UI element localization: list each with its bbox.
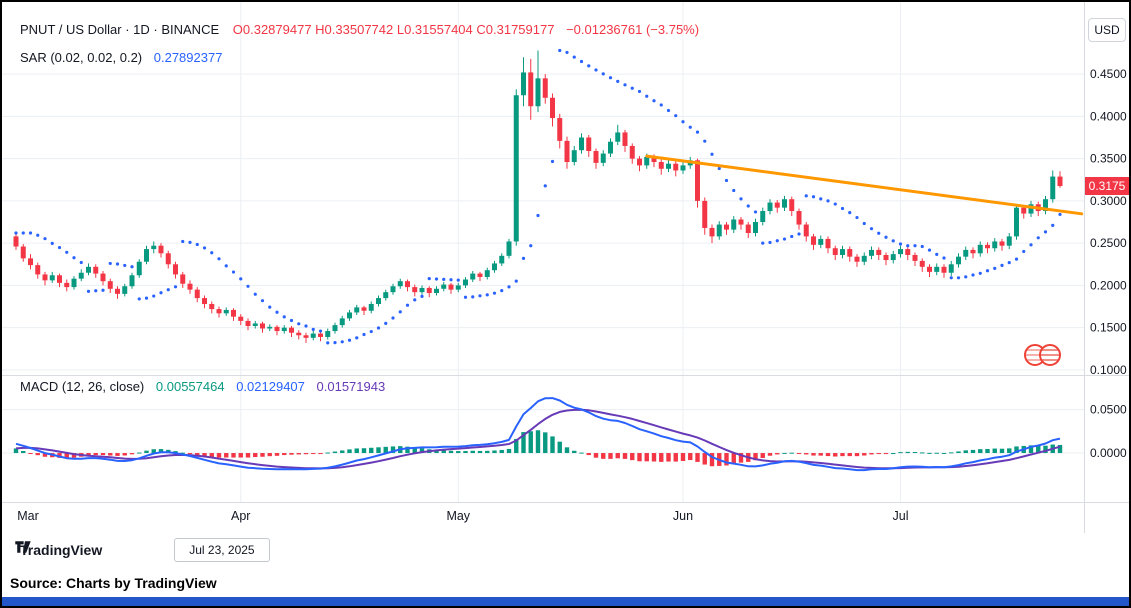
date-box: Jul 23, 2025 — [174, 538, 270, 562]
symbol-title: PNUT / US Dollar · 1D · BINANCE — [20, 22, 220, 37]
currency-unit-box: USD — [1088, 18, 1126, 42]
svg-text:May: May — [446, 509, 470, 523]
ohlc-values: O0.32879477 H0.33507742 L0.31557404 C0.3… — [232, 22, 555, 37]
svg-text:0.4000: 0.4000 — [1090, 109, 1127, 123]
source-line: Source: Charts by TradingView — [2, 569, 1129, 597]
svg-text:Jun: Jun — [673, 509, 693, 523]
macd-header: MACD (12, 26, close) 0.00557464 0.021294… — [20, 379, 393, 394]
svg-text:0.0500: 0.0500 — [1090, 403, 1127, 417]
svg-text:Mar: Mar — [17, 509, 39, 523]
instrument-logo-icons — [1024, 344, 1061, 366]
quote-coin-icon — [1039, 344, 1061, 366]
macd-line-value: 0.02129407 — [236, 379, 305, 394]
macd-hist-value: 0.00557464 — [155, 379, 225, 394]
svg-text:0.2500: 0.2500 — [1090, 236, 1127, 250]
svg-text:0.0000: 0.0000 — [1090, 446, 1127, 460]
price-macd-chart[interactable]: 0.1000 0.1500 0.2000 0.2500 0.3000 0.3500 0.40… — [2, 2, 1129, 569]
pane-dividers — [2, 2, 1129, 533]
sar-header: SAR (0.02, 0.02, 0.2) 0.27892377 — [20, 50, 222, 65]
sar-layer — [14, 48, 1062, 345]
grid-layer — [2, 2, 1084, 502]
svg-text:0.3000: 0.3000 — [1090, 194, 1127, 208]
svg-text:Jul: Jul — [893, 509, 909, 523]
change-values: −0.01236761 (−3.75%) — [566, 22, 700, 37]
svg-text:0.1000: 0.1000 — [1090, 363, 1127, 377]
svg-text:0.3500: 0.3500 — [1090, 152, 1127, 166]
sar-label: SAR (0.02, 0.02, 0.2) — [20, 50, 143, 65]
tradingview-brand[interactable]: TradingView — [20, 542, 103, 558]
macd-lines-layer — [15, 397, 1061, 472]
svg-text:0.4500: 0.4500 — [1090, 67, 1127, 81]
macd-label: MACD (12, 26, close) — [20, 379, 145, 394]
axis-labels-layer: 0.1000 0.1500 0.2000 0.2500 0.3000 0.3500 0.40… — [17, 67, 1127, 523]
macd-signal-value: 0.01571943 — [316, 379, 386, 394]
chart-footer: TradingView Jul 23, 2025 — [14, 538, 270, 562]
svg-text:0.2000: 0.2000 — [1090, 278, 1127, 292]
chart-area: 0.1000 0.1500 0.2000 0.2500 0.3000 0.3500 0.40… — [2, 2, 1129, 569]
symbol-header: PNUT / US Dollar · 1D · BINANCE O0.32879… — [20, 22, 699, 37]
svg-text:0.1500: 0.1500 — [1090, 321, 1127, 335]
last-price-badge: 0.3175 — [1085, 177, 1129, 196]
macd-histogram-layer — [13, 430, 1063, 467]
svg-text:Apr: Apr — [231, 509, 250, 523]
trendline-layer — [645, 154, 1084, 216]
candles-layer — [13, 50, 1063, 343]
sar-value: 0.27892377 — [153, 50, 223, 65]
bottom-accent-bar — [2, 597, 1129, 606]
tradingview-logo-icon[interactable] — [14, 538, 32, 556]
